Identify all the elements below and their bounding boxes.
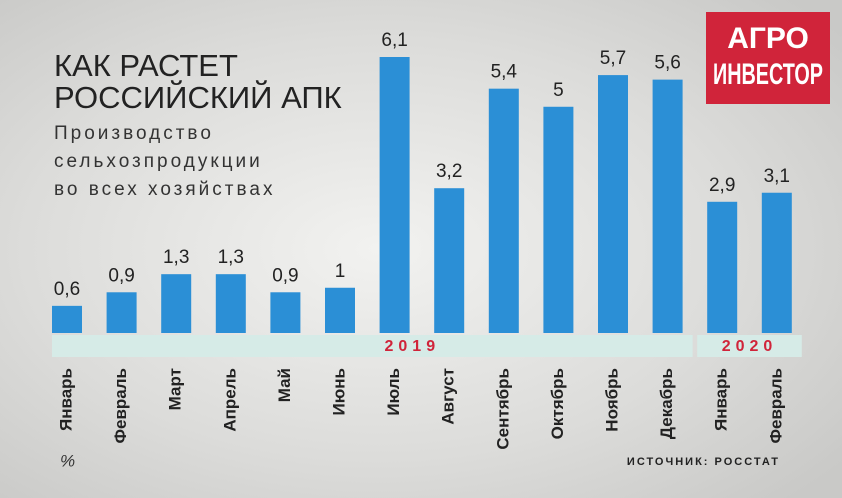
logo-text: ИНВЕСТОР <box>713 58 823 91</box>
bar <box>652 79 683 333</box>
x-tick-label: Февраль <box>111 368 130 444</box>
x-tick-label: Октябрь <box>548 368 567 439</box>
value-label: 3,1 <box>764 166 790 187</box>
bar <box>434 188 465 333</box>
bar <box>106 292 137 333</box>
subtitle: во всех хозяйствах <box>54 179 275 200</box>
x-tick-label: Август <box>439 368 458 425</box>
x-tick-label: Январь <box>56 368 75 431</box>
x-tick-label: Ноябрь <box>602 368 621 432</box>
subtitle: сельхозпродукции <box>54 151 263 172</box>
bar <box>543 106 574 333</box>
year-band <box>697 335 802 357</box>
bar <box>379 57 410 333</box>
unit: % <box>60 451 75 470</box>
x-tick-label: Май <box>275 368 294 402</box>
year-label: 2020 <box>722 338 778 355</box>
value-label: 0,9 <box>272 265 298 286</box>
subtitle: Производство <box>54 123 214 144</box>
bar <box>598 75 628 333</box>
bar <box>270 292 301 333</box>
value-label: 0,6 <box>54 279 80 300</box>
x-tick-label: Март <box>166 368 185 410</box>
value-label: 3,2 <box>436 161 462 182</box>
x-tick-label: Апрель <box>220 368 239 432</box>
value-label: 6,1 <box>381 30 407 51</box>
bar <box>707 201 738 333</box>
value-label: 0,9 <box>108 265 134 286</box>
x-tick-label: Январь <box>712 368 731 431</box>
value-label: 5,6 <box>654 53 680 74</box>
value-label: 2,9 <box>709 175 735 196</box>
x-tick-label: Декабрь <box>657 368 676 439</box>
value-label: 5,7 <box>600 48 626 69</box>
logo-box <box>706 12 830 104</box>
year-band <box>52 335 693 357</box>
x-tick-label: Июнь <box>329 368 348 415</box>
value-label: 1 <box>335 261 346 282</box>
logo-text: АГРО <box>727 22 809 55</box>
bar <box>215 274 246 333</box>
value-label: 5,4 <box>491 62 518 83</box>
year-label: 2019 <box>385 338 441 355</box>
value-label: 5 <box>553 80 564 101</box>
bar <box>488 88 519 333</box>
bar <box>161 274 192 333</box>
source: ИСТОЧНИК: РОССТАТ <box>627 456 780 468</box>
x-tick-label: Сентябрь <box>493 368 512 450</box>
bar <box>52 305 82 333</box>
value-label: 1,3 <box>218 247 244 268</box>
value-label: 1,3 <box>163 247 189 268</box>
x-tick-label: Февраль <box>766 368 785 444</box>
chart-title: КАК РАСТЕТ <box>54 48 238 83</box>
chart-title: РОССИЙСКИЙ АПК <box>54 79 342 115</box>
bar <box>325 287 355 333</box>
bar <box>761 192 792 333</box>
x-tick-label: Июль <box>384 368 403 416</box>
